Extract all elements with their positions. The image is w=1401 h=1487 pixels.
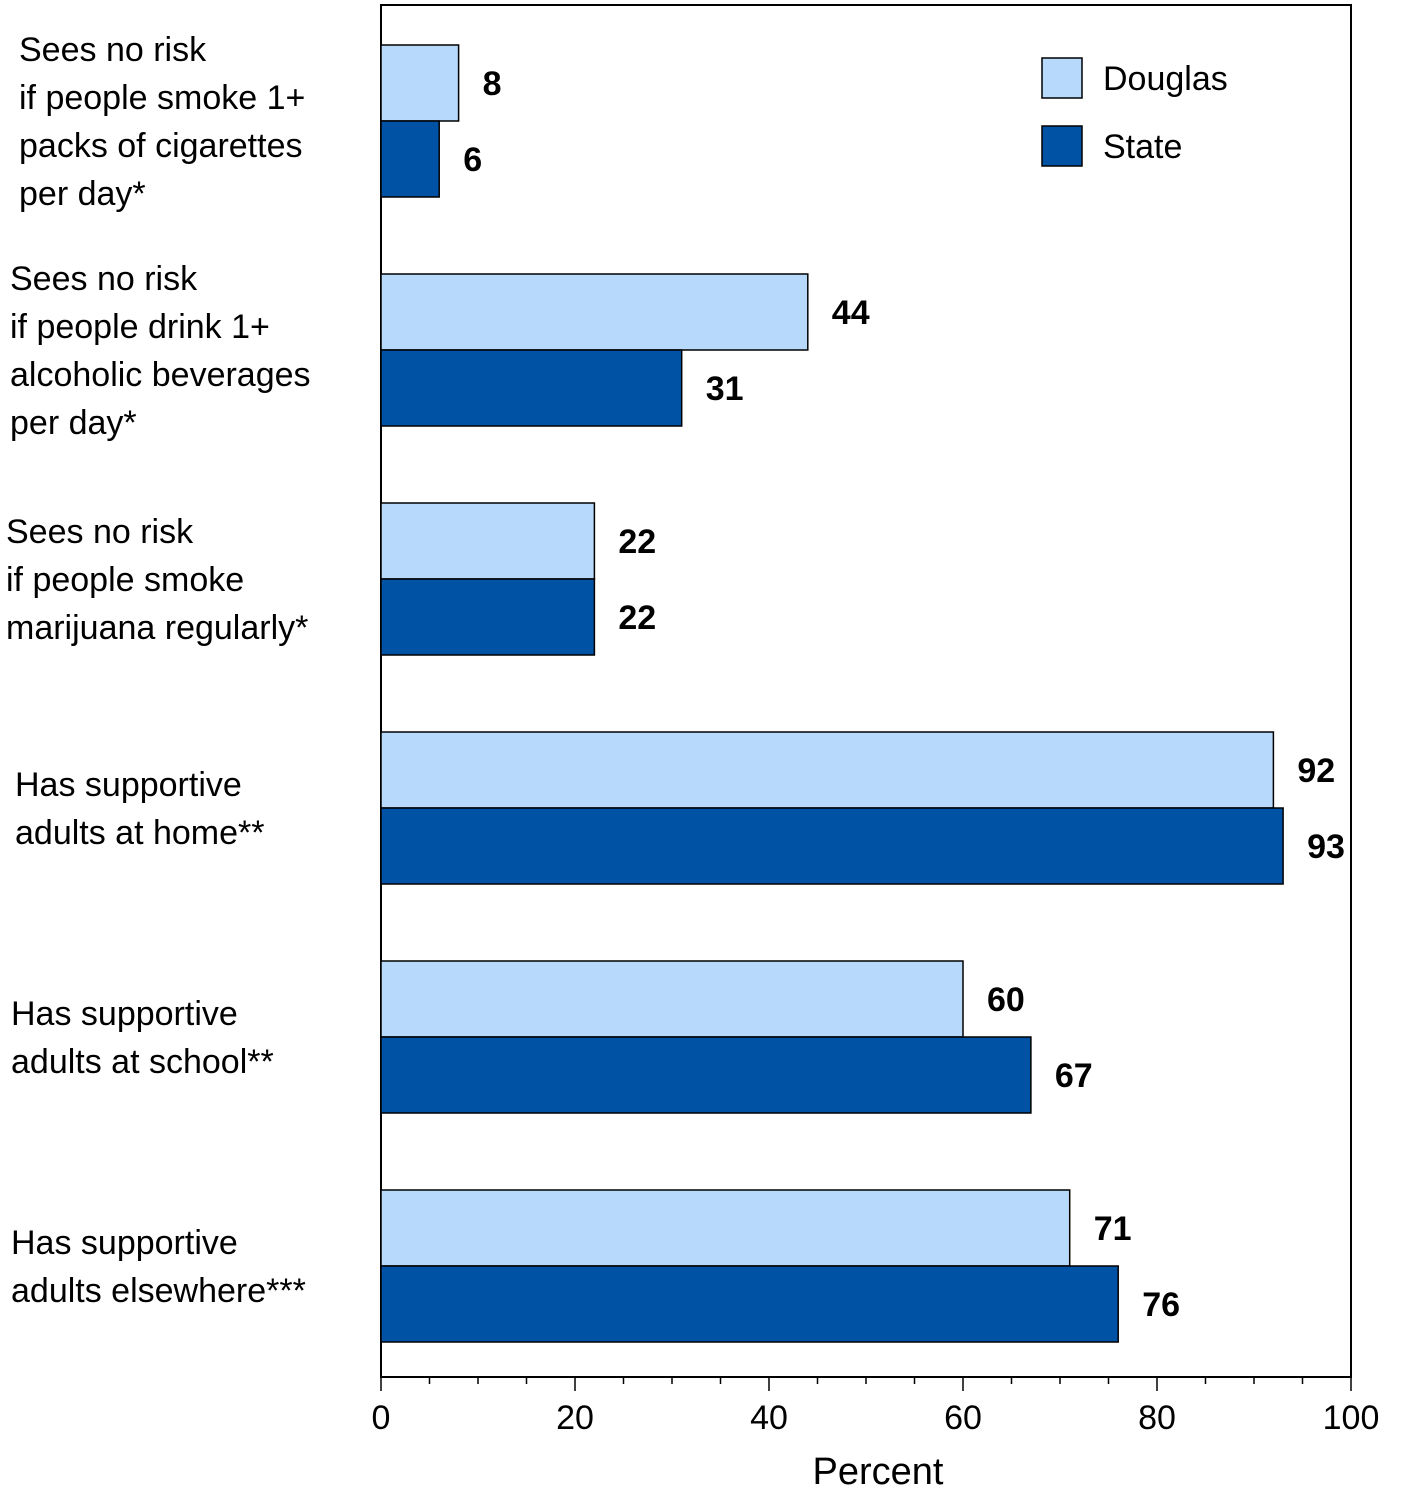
bar-douglas-3 [380, 731, 1275, 809]
category-label-1-line-2: alcoholic beverages [10, 356, 311, 394]
bar-douglas-2 [380, 502, 596, 580]
category-label-2-line-0: Sees no risk [6, 513, 194, 551]
bar-douglas-4 [380, 960, 964, 1038]
x-axis-title: Percent [813, 1451, 944, 1487]
bar-douglas-0 [380, 44, 460, 122]
category-label-1-line-0: Sees no risk [10, 260, 198, 298]
value-label-state-3: 93 [1307, 828, 1345, 866]
category-label-0-line-0: Sees no risk [19, 31, 207, 69]
legend-swatch-state [1041, 125, 1083, 167]
category-label-2-line-1: if people smoke [6, 561, 244, 599]
category-labels: Sees no risk if people smoke 1+ packs of c… [6, 31, 311, 1310]
bar-douglas-5 [380, 1189, 1071, 1267]
category-label-2-line-2: marijuana regularly* [6, 609, 308, 647]
value-label-douglas-4: 60 [987, 981, 1025, 1019]
x-tick-label-20: 20 [556, 1399, 594, 1437]
x-axis: 0 20 40 60 80 100 [372, 1377, 1380, 1437]
category-label-4-line-1: adults at school** [11, 1043, 274, 1081]
value-label-state-5: 76 [1142, 1286, 1180, 1324]
x-tick-label-40: 40 [750, 1399, 788, 1437]
legend-label-douglas: Douglas [1103, 60, 1228, 98]
x-tick-label-0: 0 [372, 1399, 391, 1437]
bar-douglas-1 [380, 273, 809, 351]
plot-frame [380, 4, 1352, 1378]
value-label-douglas-2: 22 [618, 523, 656, 561]
category-label-0-line-1: if people smoke 1+ [19, 79, 305, 117]
value-label-douglas-5: 71 [1094, 1210, 1132, 1248]
value-label-state-4: 67 [1055, 1057, 1093, 1095]
category-label-5-line-0: Has supportive [11, 1224, 238, 1262]
x-tick-label-80: 80 [1138, 1399, 1176, 1437]
bar-state-1 [380, 349, 683, 427]
value-label-state-2: 22 [618, 599, 656, 637]
category-label-4-line-0: Has supportive [11, 995, 238, 1033]
bar-state-4 [380, 1036, 1032, 1114]
value-label-douglas-0: 8 [483, 65, 502, 103]
category-label-0-line-3: per day* [19, 175, 146, 213]
value-label-douglas-3: 92 [1297, 752, 1335, 790]
legend-swatch-douglas [1041, 57, 1083, 99]
category-label-5-line-1: adults elsewhere*** [11, 1272, 306, 1310]
category-label-0-line-2: packs of cigarettes [19, 127, 302, 165]
bar-state-3 [380, 807, 1284, 885]
category-label-1-line-1: if people drink 1+ [10, 308, 270, 346]
value-label-state-0: 6 [463, 141, 482, 179]
category-label-1-line-3: per day* [10, 404, 137, 442]
legend-label-state: State [1103, 128, 1182, 166]
bar-state-5 [380, 1265, 1119, 1343]
x-tick-label-60: 60 [944, 1399, 982, 1437]
plot-border [380, 4, 1352, 1378]
legend: Douglas State [1041, 57, 1228, 167]
bar-state-0 [380, 120, 440, 198]
value-label-douglas-1: 44 [832, 294, 870, 332]
x-tick-label-100: 100 [1323, 1399, 1380, 1437]
value-labels: 86 44 31 22 22 92 93 60 67 71 76 [463, 65, 1345, 1324]
value-label-state-1: 31 [706, 370, 744, 408]
category-label-3-line-1: adults at home** [15, 814, 265, 852]
bar-state-2 [380, 578, 596, 656]
category-label-3-line-0: Has supportive [15, 766, 242, 804]
bars [380, 44, 1284, 1343]
